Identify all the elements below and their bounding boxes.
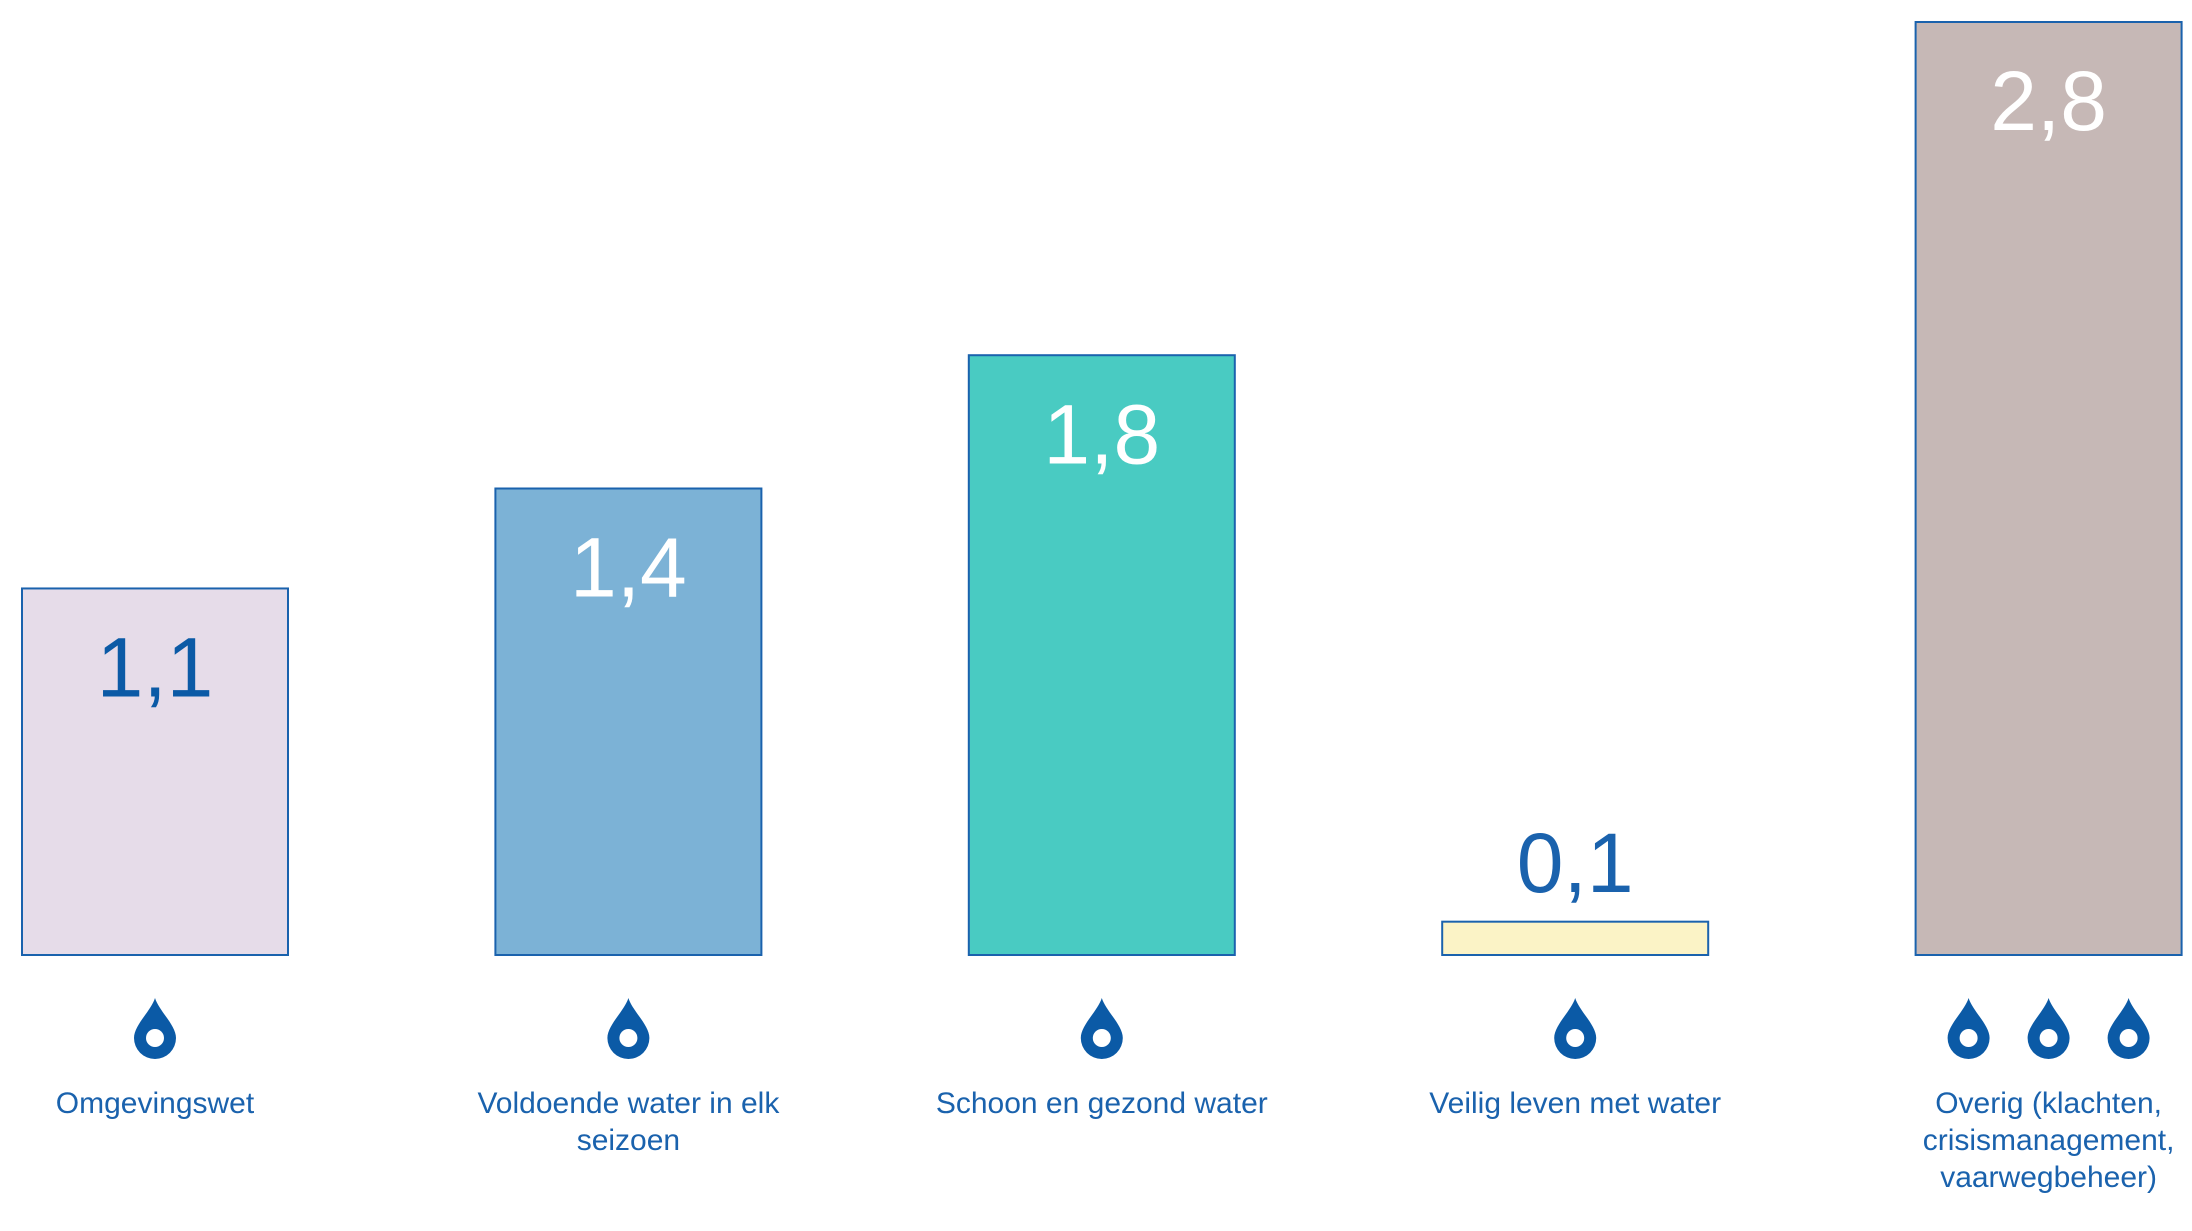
drop-symbol	[2119, 1029, 2138, 1047]
bar	[494, 487, 763, 956]
drop-icon	[1080, 998, 1123, 1059]
category-label: Overig (klachten, crisismanagement, vaar…	[1922, 1087, 2175, 1194]
drop-symbol	[1959, 1029, 1978, 1047]
value-label: 0,1	[1517, 816, 1634, 910]
drop-icon	[134, 998, 176, 1059]
drop-icon	[2107, 998, 2150, 1059]
drop-icon	[1947, 998, 1990, 1059]
drop-symbol	[1092, 1029, 1111, 1047]
drop-symbol	[1566, 1029, 1585, 1047]
category-label: Voldoende water in elk seizoen	[477, 1087, 780, 1157]
drop-symbol	[619, 1029, 638, 1047]
value-label: 1,8	[1043, 387, 1160, 481]
bar	[21, 587, 289, 956]
bar	[967, 354, 1236, 956]
bar	[1914, 21, 2183, 956]
category-label: Veilig leven met water	[1429, 1087, 1722, 1120]
value-label: 2,8	[1990, 54, 2107, 148]
bar	[1441, 920, 1710, 957]
drop-icon	[1554, 998, 1597, 1059]
drop-symbol	[146, 1029, 164, 1047]
drop-symbol	[2039, 1029, 2058, 1047]
drop-icon	[2027, 998, 2070, 1060]
value-label: 1,1	[97, 621, 214, 715]
drop-icon	[607, 998, 650, 1059]
category-label: Omgevingswet	[55, 1087, 255, 1120]
value-label: 1,4	[570, 521, 687, 615]
category-label: Schoon en gezond water	[935, 1087, 1268, 1120]
